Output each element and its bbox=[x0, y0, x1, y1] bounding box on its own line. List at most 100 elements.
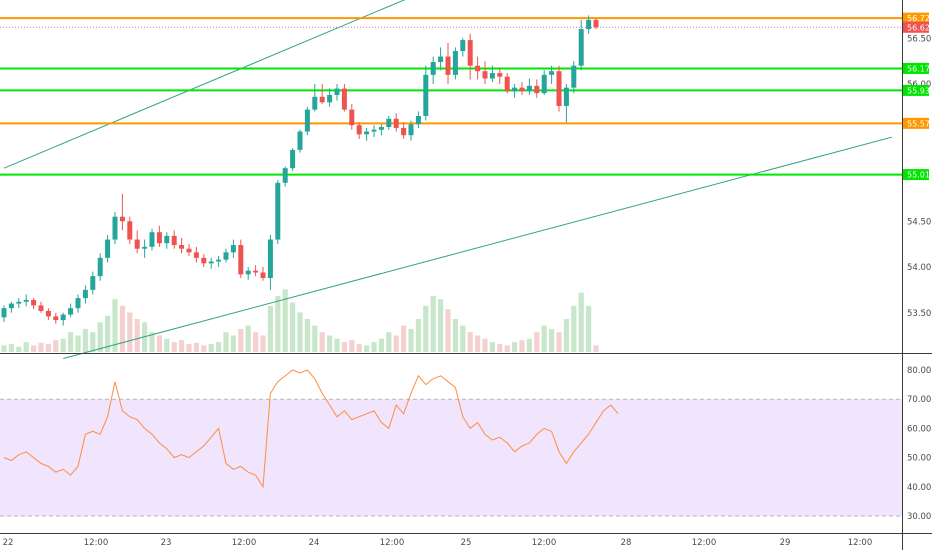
volume-bar bbox=[512, 342, 518, 352]
price-tag-label: 56.72 bbox=[907, 14, 930, 23]
candle-body bbox=[401, 127, 407, 136]
time-axis-tick: 23 bbox=[161, 538, 172, 548]
candle-body bbox=[512, 87, 518, 92]
candle-body bbox=[216, 259, 222, 262]
time-axis-tick: 29 bbox=[780, 538, 791, 548]
volume-bar bbox=[216, 342, 222, 352]
rsi-axis-tick: 30.00 bbox=[907, 512, 931, 522]
price-tag bbox=[903, 84, 929, 96]
volume-bar bbox=[134, 319, 140, 352]
volume-bar bbox=[482, 338, 488, 352]
volume-bar bbox=[297, 312, 303, 352]
volume-bar bbox=[549, 328, 555, 352]
volume-bar bbox=[68, 332, 74, 352]
candle-body bbox=[68, 308, 74, 315]
volume-bar bbox=[334, 338, 340, 352]
candle-body bbox=[230, 245, 236, 253]
candle-body bbox=[460, 40, 466, 52]
price-tag bbox=[903, 62, 929, 74]
price-axis-tick: 56.50 bbox=[907, 34, 931, 44]
candle-body bbox=[112, 216, 118, 240]
volume-bar bbox=[452, 319, 458, 352]
candle-body bbox=[134, 239, 140, 249]
candle-body bbox=[519, 87, 525, 92]
volume-bar bbox=[119, 305, 125, 352]
time-axis-tick: 12:00 bbox=[692, 538, 717, 548]
time-axis-tick: 24 bbox=[309, 538, 320, 548]
trend-line[interactable] bbox=[3, 0, 596, 169]
time-axis-tick: 12:00 bbox=[848, 538, 873, 548]
price-pane bbox=[0, 0, 902, 359]
candle-body bbox=[334, 88, 340, 95]
price-axis-tick: 54.50 bbox=[907, 217, 931, 227]
volume-bar bbox=[230, 335, 236, 352]
candle-body bbox=[75, 298, 81, 309]
candle-body bbox=[563, 87, 569, 106]
volume-bar bbox=[238, 328, 244, 352]
candle-body bbox=[327, 94, 333, 103]
candle-body bbox=[238, 245, 244, 275]
rsi-axis-tick: 50.00 bbox=[907, 454, 931, 464]
volume-bar bbox=[38, 342, 44, 352]
volume-bar bbox=[245, 325, 251, 352]
volume-bar bbox=[519, 340, 525, 352]
candle-body bbox=[127, 221, 133, 240]
candle-body bbox=[53, 316, 59, 321]
candle-body bbox=[341, 88, 347, 110]
volume-bar bbox=[149, 332, 155, 352]
candle-body bbox=[23, 299, 29, 302]
candle-body bbox=[201, 257, 207, 264]
volume-bar bbox=[497, 344, 503, 352]
candle-body bbox=[179, 245, 185, 249]
volume-bar bbox=[563, 319, 569, 352]
candle-body bbox=[475, 65, 481, 72]
candle-body bbox=[297, 131, 303, 150]
volume-bar bbox=[327, 335, 333, 352]
volume-bar bbox=[267, 305, 273, 352]
volume-bar bbox=[356, 344, 362, 352]
candle-body bbox=[430, 62, 436, 75]
volume-bar bbox=[593, 345, 599, 352]
volume-bar bbox=[127, 312, 133, 352]
volume-bar bbox=[438, 299, 444, 352]
candle-body bbox=[534, 85, 540, 94]
volume-bar bbox=[534, 332, 540, 352]
volume-bar bbox=[8, 344, 14, 352]
price-axis-tick: 54.00 bbox=[907, 263, 931, 273]
price-tag bbox=[903, 21, 929, 33]
candle-body bbox=[245, 270, 251, 275]
price-tag-label: 55.01 bbox=[907, 171, 930, 180]
volume-bar bbox=[171, 342, 177, 352]
volume-bar bbox=[156, 335, 162, 352]
candle-body bbox=[571, 65, 577, 88]
candle-body bbox=[578, 29, 584, 66]
candle-body bbox=[8, 303, 14, 309]
volume-bar bbox=[541, 325, 547, 352]
candle-body bbox=[275, 182, 281, 240]
candle-body bbox=[364, 131, 370, 135]
candle-body bbox=[541, 74, 547, 94]
candle-body bbox=[356, 125, 362, 135]
price-tag-label: 56.62 bbox=[907, 23, 930, 32]
volume-bar bbox=[378, 338, 384, 352]
candle-body bbox=[1, 308, 7, 318]
volume-bar bbox=[393, 335, 399, 352]
volume-bar bbox=[275, 295, 281, 352]
volume-bar bbox=[105, 315, 111, 352]
candle-body bbox=[164, 235, 170, 244]
volume-bar bbox=[408, 328, 414, 352]
candle-body bbox=[260, 272, 266, 278]
candle-body bbox=[415, 116, 421, 125]
time-axis-tick: 12:00 bbox=[532, 538, 557, 548]
candle-body bbox=[482, 71, 488, 79]
candle-body bbox=[393, 118, 399, 128]
volume-bar bbox=[504, 345, 510, 352]
candle-body bbox=[31, 299, 37, 306]
volume-bar bbox=[112, 299, 118, 352]
candle-body bbox=[208, 261, 214, 264]
candle-body bbox=[253, 270, 259, 273]
candle-body bbox=[142, 246, 148, 249]
volume-bar bbox=[319, 332, 325, 352]
candle-body bbox=[90, 276, 96, 290]
